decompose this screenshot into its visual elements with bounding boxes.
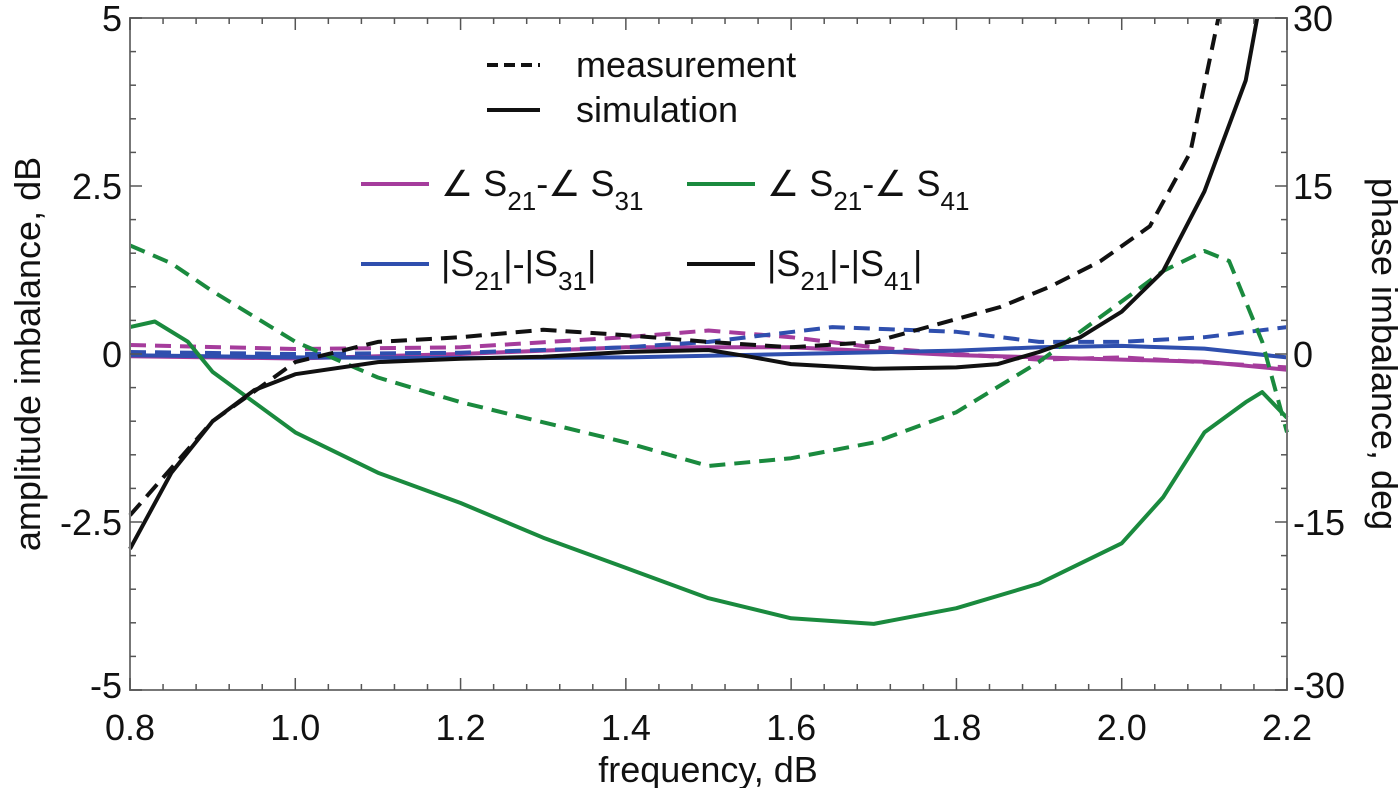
series-line-amp41-sim: [128, 17, 1260, 550]
y-right-tick-label: -30: [1293, 665, 1345, 706]
legend-subscript: 41: [941, 186, 970, 216]
x-tick-label: 1.6: [766, 707, 816, 748]
legend-subscript: 21: [474, 266, 503, 296]
y-left-tick-label: -5: [90, 665, 122, 706]
y-left-tick-label: 2.5: [72, 166, 122, 207]
series-line-phase41-sim: [129, 319, 1289, 626]
legend-subscript: 31: [615, 186, 644, 216]
x-axis-label: frequency, dB: [598, 749, 817, 788]
series-line-amp31-meas: [129, 325, 1288, 356]
series-line-amp31-sim: [129, 343, 1288, 360]
series-line-phase41-meas: [129, 243, 1289, 468]
legend-label-series: |S21|-|S41|: [767, 243, 922, 296]
y-left-tick-label: -2.5: [60, 502, 122, 543]
axis-ticks: [129, 17, 1288, 691]
legend-text: |S: [441, 243, 474, 284]
legend-label-solid: simulation: [576, 89, 738, 130]
y-left-tick-label: 5: [102, 0, 122, 39]
y-left-axis-label: amplitude imbalance, dB: [7, 157, 48, 551]
x-tick-labels: 0.8 1.0 1.2 1.4 1.6 1.8 2.0 2.2: [105, 707, 1312, 748]
legend-text: S: [534, 243, 558, 284]
legend-label-series: |S21|-|S31|: [441, 243, 596, 296]
y-right-tick-label: 30: [1293, 0, 1333, 39]
x-tick-label: 1.8: [931, 707, 981, 748]
y-right-tick-labels: 30 15 0 -15 -30: [1293, 0, 1345, 706]
x-tick-label: 1.4: [601, 707, 651, 748]
legend-text: -∠: [536, 163, 590, 204]
legend-text: |-|: [829, 243, 860, 284]
x-tick-label: 0.8: [105, 707, 155, 748]
x-tick-label: 1.2: [436, 707, 486, 748]
legend-label-dashed: measurement: [576, 44, 796, 85]
legend-text: |: [587, 243, 596, 284]
legend-text: ∠: [767, 163, 799, 204]
legend-text: |-|: [503, 243, 534, 284]
y-right-tick-label: 0: [1293, 334, 1313, 375]
legend-label-series: ∠ S21-∠ S41: [767, 163, 969, 216]
y-left-tick-labels: 5 2.5 0 -2.5 -5: [60, 0, 122, 706]
legend-subscript: 21: [800, 266, 829, 296]
legend-text: S: [860, 243, 884, 284]
legend-subscript: 21: [833, 186, 862, 216]
legend-text: |: [913, 243, 922, 284]
x-tick-label: 2.0: [1097, 707, 1147, 748]
legend-text: S: [809, 163, 833, 204]
y-right-tick-label: -15: [1293, 502, 1345, 543]
plot-lines: [128, 17, 1289, 626]
y-left-tick-label: 0: [102, 334, 122, 375]
legend-text: S: [483, 163, 507, 204]
y-right-tick-label: 15: [1293, 166, 1333, 207]
legend-text: ∠: [441, 163, 473, 204]
legend-text: S: [917, 163, 941, 204]
y-right-axis-label: phase imbalance, deg: [1364, 178, 1400, 530]
x-tick-label: 1.0: [270, 707, 320, 748]
series-line-amp41-meas: [128, 17, 1221, 517]
legend-subscript: 21: [507, 186, 536, 216]
legend-text: |S: [767, 243, 800, 284]
legend-text: -∠: [862, 163, 916, 204]
x-tick-label: 2.2: [1262, 707, 1312, 748]
legend-text: S: [591, 163, 615, 204]
legend-subscript: 31: [558, 266, 587, 296]
legend-label-series: ∠ S21-∠ S31: [441, 163, 643, 216]
legend-subscript: 41: [884, 266, 913, 296]
